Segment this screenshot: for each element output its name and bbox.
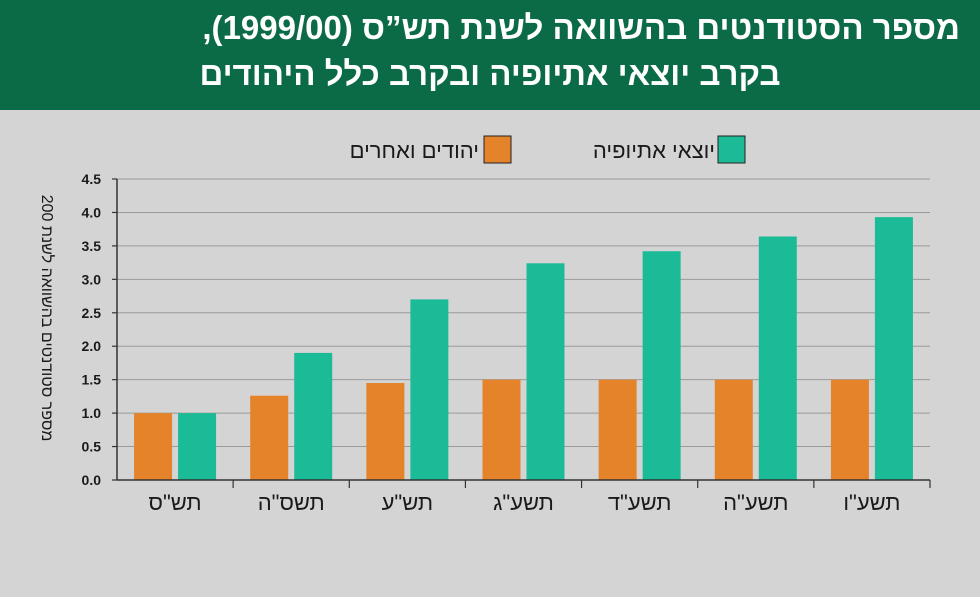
x-tick-label: תשע"ו <box>843 490 900 515</box>
y-axis-label: מספר סטודנטים בהשוואה לשנת 200 <box>38 195 56 442</box>
bar-chart: יוצאי אתיופיה יהודים ואחרים 0.0 0.5 1.0 1.5 2… <box>38 135 931 515</box>
y-tick-label: 2.5 <box>82 305 102 321</box>
legend-swatch <box>483 135 512 164</box>
x-tick-label: תשס"ה <box>258 490 325 515</box>
legend-swatch <box>717 135 746 164</box>
y-tick-label: 2.0 <box>82 338 102 354</box>
bar-jews-others <box>598 379 637 480</box>
legend-label: יהודים ואחרים <box>350 138 479 163</box>
bar-ethiopian-origin <box>410 299 449 480</box>
x-tick-label: תש"ס <box>149 490 202 515</box>
bar-jews-others <box>134 413 173 480</box>
x-tick-label: תשע"ג <box>493 490 554 515</box>
bar-ethiopian-origin <box>642 251 681 480</box>
x-tick-label: תשע"ה <box>723 490 788 515</box>
bar-ethiopian-origin <box>178 413 217 480</box>
x-tick-label: תשע"ד <box>608 490 672 515</box>
bar-jews-others <box>366 383 405 480</box>
y-tick-label: 4.5 <box>82 171 102 187</box>
legend-label: יוצאי אתיופיה <box>593 138 715 163</box>
bar-jews-others <box>714 379 753 480</box>
chart-title-line2: בקרב יוצאי אתיופיה ובקרב כלל היהודים <box>199 55 781 92</box>
legend: יוצאי אתיופיה יהודים ואחרים <box>350 135 746 164</box>
bar-ethiopian-origin <box>526 263 565 480</box>
bar-jews-others <box>482 379 521 480</box>
y-tick-label: 0.0 <box>82 472 102 488</box>
y-tick-label: 3.5 <box>82 238 102 254</box>
bar-jews-others <box>250 395 289 480</box>
y-tick-label: 1.0 <box>82 405 102 421</box>
gridlines <box>117 178 930 448</box>
bar-jews-others <box>830 379 869 480</box>
bar-ethiopian-origin <box>294 352 333 480</box>
y-tick-label: 3.0 <box>82 271 102 287</box>
chart-header: מספר הסטודנטים בהשוואה לשנת תש”ס (1999/0… <box>0 0 980 110</box>
y-tick-label: 1.5 <box>82 372 102 388</box>
bar-ethiopian-origin <box>874 217 913 481</box>
bars <box>134 217 913 481</box>
y-tick-label: 0.5 <box>82 439 102 455</box>
bar-ethiopian-origin <box>758 236 797 480</box>
chart-title-line1: מספר הסטודנטים בהשוואה לשנת תש”ס (1999/0… <box>202 9 960 46</box>
y-axis-ticks: 0.0 0.5 1.0 1.5 2.0 2.5 3.0 3.5 4.0 4.5 <box>82 171 102 488</box>
y-tick-label: 4.0 <box>82 204 102 220</box>
x-axis: תש"ס תשס"ה תש"ע תשע"ג תשע"ד תשע"ה תשע"ו <box>112 178 931 515</box>
x-tick-label: תש"ע <box>382 490 433 515</box>
